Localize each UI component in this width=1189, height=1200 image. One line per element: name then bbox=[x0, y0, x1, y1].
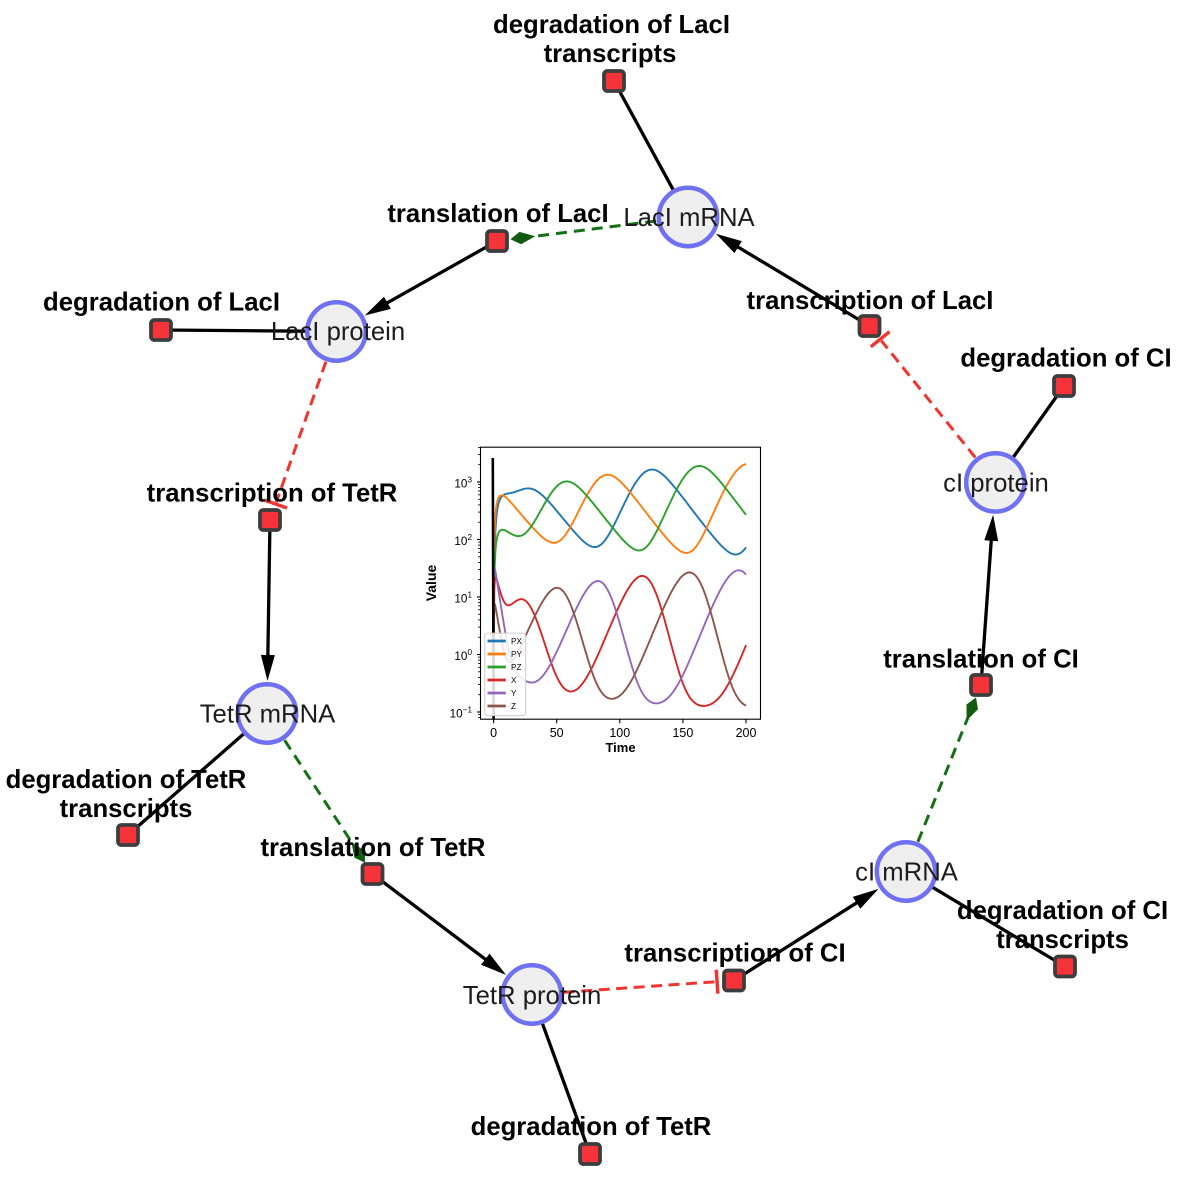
svg-text:degradation of LacI: degradation of LacI bbox=[493, 11, 730, 39]
svg-text:transcripts: transcripts bbox=[996, 926, 1129, 954]
svg-text:translation of CI: translation of CI bbox=[883, 646, 1079, 674]
svg-text:PZ: PZ bbox=[511, 663, 521, 672]
svg-text:transcripts: transcripts bbox=[60, 795, 193, 823]
svg-text:degradation of CI: degradation of CI bbox=[960, 345, 1171, 373]
svg-text:0: 0 bbox=[490, 726, 497, 740]
svg-text:translation of TetR: translation of TetR bbox=[260, 834, 485, 862]
svg-text:100: 100 bbox=[609, 726, 630, 740]
svg-text:LacI protein: LacI protein bbox=[271, 318, 405, 346]
svg-text:X: X bbox=[511, 676, 517, 685]
svg-text:TetR mRNA: TetR mRNA bbox=[200, 701, 336, 729]
svg-text:TetR protein: TetR protein bbox=[463, 982, 602, 1010]
svg-text:transcripts: transcripts bbox=[544, 40, 677, 68]
svg-text:transcription of CI: transcription of CI bbox=[624, 940, 845, 968]
svg-text:translation of LacI: translation of LacI bbox=[387, 200, 608, 228]
svg-text:Value: Value bbox=[423, 565, 439, 602]
svg-text:degradation of LacI: degradation of LacI bbox=[43, 289, 280, 317]
svg-text:PX: PX bbox=[511, 637, 522, 646]
svg-text:cI protein: cI protein bbox=[943, 469, 1049, 497]
svg-text:PY: PY bbox=[511, 650, 522, 659]
svg-text:transcription of TetR: transcription of TetR bbox=[147, 479, 398, 507]
svg-text:degradation of CI: degradation of CI bbox=[957, 897, 1168, 925]
svg-text:150: 150 bbox=[672, 726, 693, 740]
svg-text:LacI mRNA: LacI mRNA bbox=[623, 204, 755, 232]
svg-text:Z: Z bbox=[511, 702, 516, 711]
svg-text:200: 200 bbox=[736, 726, 757, 740]
svg-text:Time: Time bbox=[605, 740, 635, 755]
svg-text:Y: Y bbox=[511, 689, 517, 698]
svg-text:degradation of TetR: degradation of TetR bbox=[6, 766, 247, 794]
svg-text:degradation of TetR: degradation of TetR bbox=[471, 1113, 712, 1141]
svg-text:50: 50 bbox=[550, 726, 564, 740]
svg-text:transcription of LacI: transcription of LacI bbox=[747, 287, 994, 315]
svg-text:cI mRNA: cI mRNA bbox=[855, 859, 959, 887]
